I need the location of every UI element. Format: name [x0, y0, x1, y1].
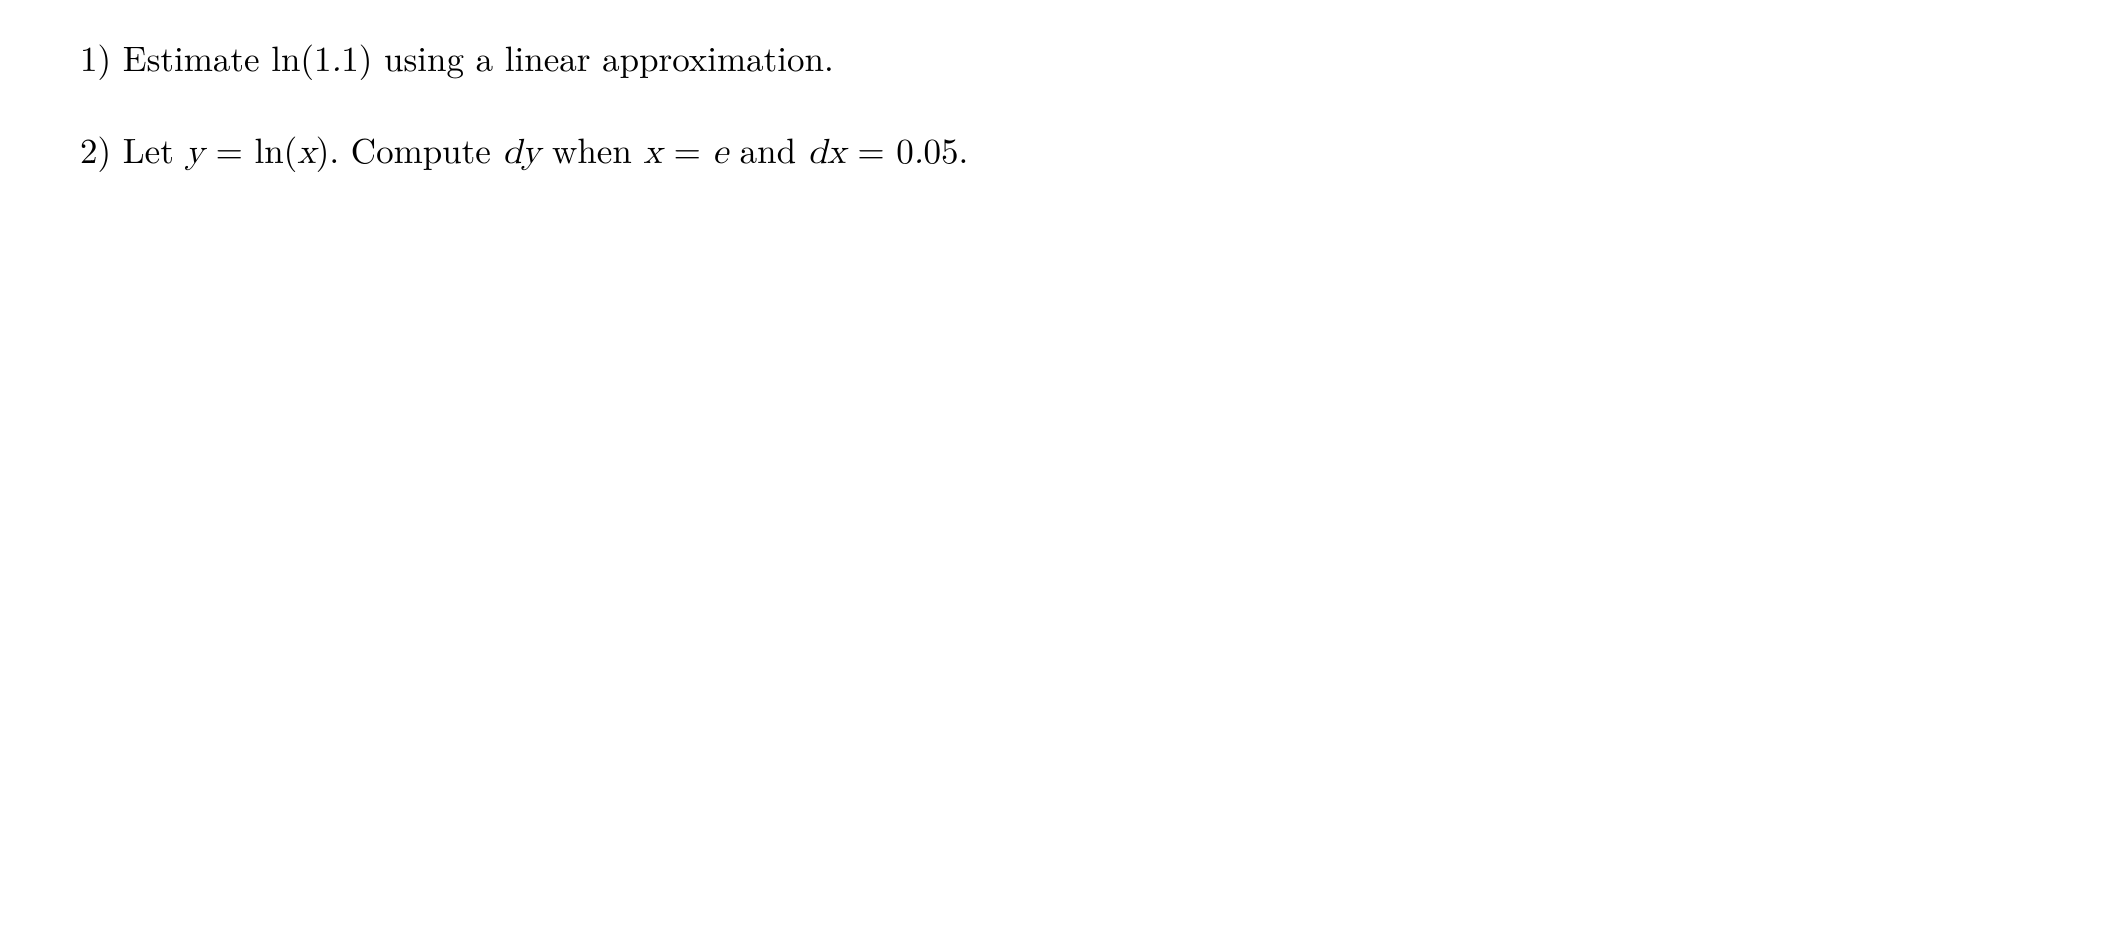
text-span: ). Compute [316, 125, 503, 174]
text-span: Estimate ln(1 [111, 33, 331, 82]
math-span: dx [808, 135, 846, 170]
text-span: 05. [924, 125, 969, 174]
problem-1-label: 1) [80, 33, 111, 82]
math-span: e [712, 135, 728, 170]
math-span: dy [502, 135, 540, 170]
problem-2: 2) Let y = ln(x). Compute dy when x = e … [80, 126, 2046, 176]
math-span: . [332, 43, 342, 78]
problem-2-text: Let y = ln(x). Compute dy when x = e and… [111, 125, 968, 174]
text-span: = ln( [204, 125, 297, 174]
text-span: and [728, 125, 808, 174]
math-span: x [643, 135, 661, 170]
math-span: x [297, 135, 315, 170]
text-span: when [540, 125, 643, 174]
math-span: y [185, 135, 203, 170]
text-span: = [662, 125, 713, 174]
problem-1: 1) Estimate ln(1.1) using a linear appro… [80, 34, 2046, 84]
problem-2-label: 2) [80, 125, 111, 174]
problem-1-text: Estimate ln(1.1) using a linear approxim… [111, 33, 834, 82]
page: 1) Estimate ln(1.1) using a linear appro… [0, 0, 2126, 253]
math-span: . [914, 135, 924, 170]
text-span: 1) using a linear approximation. [341, 33, 833, 82]
text-span: = 0 [846, 125, 914, 174]
text-span: Let [111, 125, 185, 174]
